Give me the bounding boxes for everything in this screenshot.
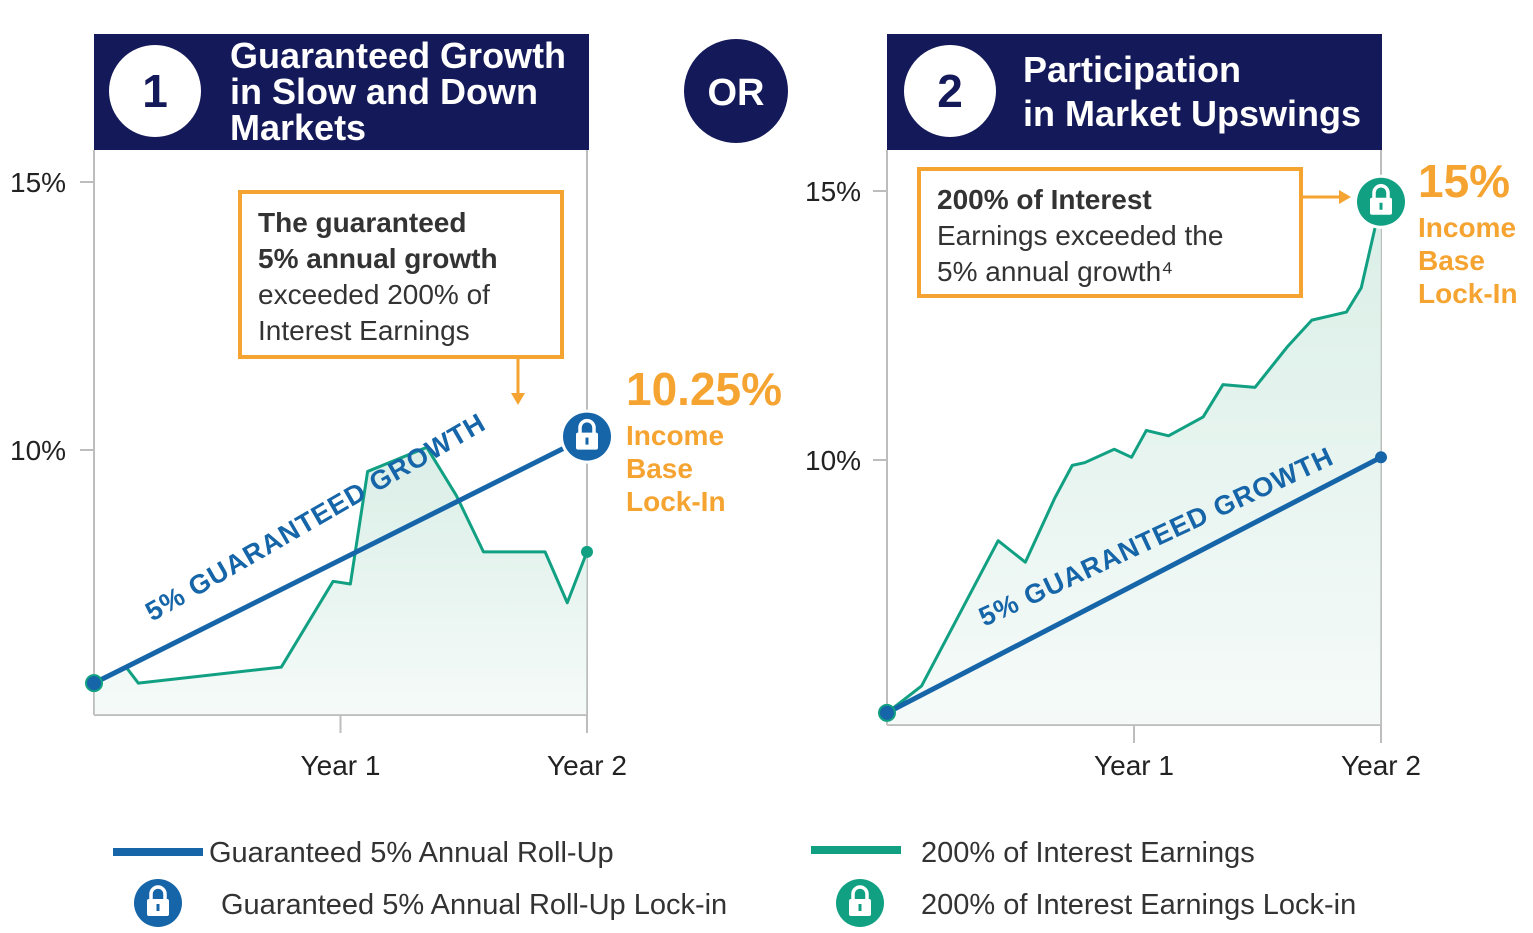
blue-lock-icon bbox=[560, 409, 614, 464]
x-tick-label: Year 1 bbox=[301, 750, 381, 781]
callout-text-line: Earnings exceeded the bbox=[937, 220, 1223, 251]
x-tick-label: Year 2 bbox=[1341, 750, 1421, 781]
legend-item: Guaranteed 5% Annual Roll-Up bbox=[113, 837, 614, 869]
interest-earnings-line bbox=[886, 201, 1383, 715]
blue-lock-icon-keyhole bbox=[585, 437, 589, 445]
interest-earnings-area bbox=[887, 201, 1381, 725]
panel-title-line: Participation bbox=[1023, 49, 1241, 90]
callout-text-line: 5% annual growth bbox=[258, 243, 498, 274]
interest-earnings-line bbox=[93, 445, 589, 685]
blue-lock-icon-keyhole bbox=[156, 904, 160, 911]
legend-item: 200% of Interest Earnings bbox=[811, 837, 1255, 869]
callout-text-line: 200% of Interest bbox=[937, 184, 1152, 215]
blue-lock-icon bbox=[131, 876, 185, 930]
lock-in-label-line: Base bbox=[626, 453, 693, 484]
green-line-swatch bbox=[811, 846, 901, 854]
blue-line-swatch bbox=[113, 848, 203, 856]
callout-box bbox=[917, 167, 1303, 298]
lock-in-label-line: Income bbox=[626, 420, 724, 451]
chart-panel-1: 10%15%Year 1 Year 25% GUARANTEED GROWTH1G… bbox=[10, 34, 782, 781]
lock-in-label-line: Income bbox=[1418, 212, 1516, 243]
lock-in-value: 10.25% bbox=[626, 363, 782, 415]
or-label: OR bbox=[708, 72, 765, 114]
end-point bbox=[1375, 451, 1387, 464]
callout-text-line: 5% annual growth⁴ bbox=[937, 256, 1173, 287]
step-number-badge bbox=[109, 45, 201, 137]
legend-label: Guaranteed 5% Annual Roll-Up bbox=[209, 837, 614, 869]
y-tick-label: 10% bbox=[10, 435, 66, 466]
y-tick-label: 10% bbox=[805, 445, 861, 476]
green-lock-icon bbox=[1354, 174, 1408, 229]
green-lock-icon bbox=[833, 876, 887, 930]
legend: Guaranteed 5% Annual Roll-Up 200% of Inte… bbox=[113, 837, 1356, 930]
step-number: 2 bbox=[937, 65, 963, 117]
legend-label: Guaranteed 5% Annual Roll-Up Lock-in bbox=[221, 889, 727, 921]
green-lock-icon-shackle bbox=[1372, 184, 1390, 199]
callout-box bbox=[238, 190, 564, 359]
panel-title-line: Guaranteed Growth bbox=[230, 35, 566, 76]
lock-in-label-line: Lock-In bbox=[626, 486, 726, 517]
panel-title-line: in Slow and Down bbox=[230, 71, 538, 112]
start-point bbox=[85, 674, 103, 693]
x-tick-label: Year 1 bbox=[1094, 750, 1174, 781]
y-tick-label: 15% bbox=[805, 176, 861, 207]
legend-label: 200% of Interest Earnings bbox=[921, 837, 1255, 869]
or-badge bbox=[684, 39, 788, 143]
callout-text-line: Interest Earnings bbox=[258, 315, 470, 346]
guaranteed-growth-line bbox=[885, 455, 1383, 716]
step-number: 1 bbox=[142, 65, 168, 117]
step-number-badge bbox=[904, 45, 996, 137]
callout-arrow-head bbox=[511, 393, 525, 405]
blue-lock-icon-shackle bbox=[578, 418, 596, 434]
callout-text-line: exceeded 200% of bbox=[258, 279, 490, 310]
lock-in-value: 15% bbox=[1418, 155, 1510, 207]
x-tick-label: Year 2 bbox=[547, 750, 627, 781]
blue-lock-icon-shackle bbox=[149, 885, 167, 900]
green-lock-icon-shackle bbox=[851, 885, 869, 900]
end-point bbox=[581, 545, 593, 558]
guaranteed-growth-line bbox=[92, 434, 589, 686]
panel-title-line: in Market Upswings bbox=[1023, 93, 1361, 134]
lock-in-label-line: Lock-In bbox=[1418, 278, 1518, 309]
y-tick-label: 15% bbox=[10, 167, 66, 198]
legend-item: Guaranteed 5% Annual Roll-Up Lock-in bbox=[131, 876, 727, 930]
panel-title-line: Markets bbox=[230, 107, 366, 148]
legend-label: 200% of Interest Earnings Lock-in bbox=[921, 889, 1356, 921]
callout-text-line: The guaranteed bbox=[258, 207, 466, 238]
green-lock-icon-keyhole bbox=[858, 904, 862, 911]
legend-item: 200% of Interest Earnings Lock-in bbox=[833, 876, 1356, 930]
callout-arrow-head bbox=[1339, 190, 1351, 204]
lock-in-label-line: Base bbox=[1418, 245, 1485, 276]
green-lock-icon-keyhole bbox=[1379, 202, 1383, 210]
start-point bbox=[878, 703, 896, 722]
